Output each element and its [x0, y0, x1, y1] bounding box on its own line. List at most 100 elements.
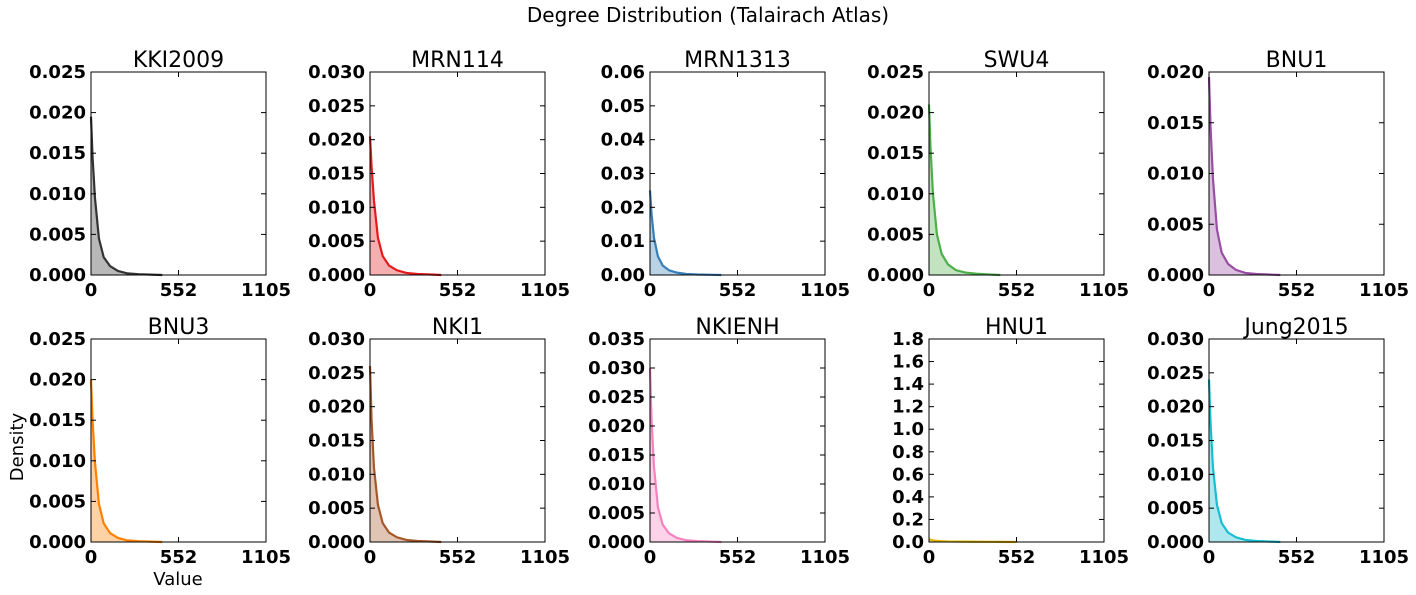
- density-band-kki2009: [91, 116, 163, 275]
- y-tick-label: 0.000: [29, 532, 86, 553]
- y-tick-label: 0.0: [892, 532, 924, 553]
- x-tick-label: 552: [998, 280, 1036, 301]
- x-axis-label: Value: [153, 569, 202, 590]
- density-line-bnu3: [89, 379, 163, 544]
- y-tick-label: 0.010: [588, 474, 645, 495]
- panel-bnu1: 0.000 0.005 0.010 0.015 0.020 0 552 1105 BNU1: [1147, 48, 1409, 301]
- density-line-kki2009: [89, 116, 163, 277]
- x-tick-label: 1105: [520, 280, 570, 301]
- y-tick-label: 0.015: [867, 143, 924, 164]
- x-tick-label: 1105: [1359, 280, 1409, 301]
- panel-swu4: 0.000 0.005 0.010 0.015 0.020 0.025 0 552 1105 SW…: [867, 48, 1129, 301]
- y-tick-label: 0.020: [29, 103, 86, 124]
- x-tick-label: 552: [719, 280, 757, 301]
- y-tick-label: 1.8: [892, 329, 924, 350]
- panel-title: NKI1: [432, 315, 483, 340]
- y-tick-label: 0.005: [867, 224, 924, 245]
- y-tick-label: 0.010: [308, 197, 365, 218]
- y-tick-label: 0.010: [308, 464, 365, 485]
- x-tick-label: 552: [439, 547, 477, 568]
- x-tick-label: 1105: [1079, 280, 1129, 301]
- y-tick-label: 0.020: [308, 130, 365, 151]
- panel-jung2015: 0.000 0.005 0.010 0.015 0.020 0.025 0.030 0 552 1…: [1147, 315, 1409, 568]
- density-band-nki1: [370, 366, 442, 542]
- y-tick-label: 0.000: [29, 265, 86, 286]
- density-line-mrn114: [368, 136, 442, 277]
- y-tick-label: 0.6: [892, 464, 924, 485]
- y-tick-label: 0.020: [308, 397, 365, 418]
- y-tick-label: 0.010: [1147, 164, 1204, 185]
- density-line-bnu1: [1207, 77, 1281, 277]
- x-tick-label: 552: [1278, 547, 1316, 568]
- panel-title: Jung2015: [1242, 315, 1348, 340]
- y-tick-label: 0.015: [1147, 431, 1204, 452]
- y-tick-label: 0.01: [601, 231, 645, 252]
- y-tick-label: 0.05: [601, 96, 645, 117]
- x-tick-label: 0: [85, 280, 98, 301]
- y-tick-label: 0.015: [1147, 113, 1204, 134]
- panel-title: MRN1313: [684, 48, 791, 73]
- density-band-nkienh: [650, 368, 722, 542]
- panel-hnu1: 0.00.20.40.60.81.01.21.41.61.8 0 552 1105 HN…: [892, 315, 1129, 568]
- plot-frame-mrn1313: [649, 71, 826, 276]
- y-tick-label: 1.6: [892, 352, 924, 373]
- x-tick-label: 552: [439, 280, 477, 301]
- y-axis-label: Density: [7, 412, 28, 481]
- density-band-bnu1: [1209, 77, 1281, 275]
- plot-frame-jung2015: [1208, 338, 1385, 543]
- plot-frame-swu4: [928, 71, 1105, 276]
- density-band-swu4: [929, 104, 1001, 275]
- y-tick-label: 0.000: [588, 532, 645, 553]
- density-band-bnu3: [91, 379, 163, 542]
- panel-mrn114: 0.000 0.005 0.010 0.015 0.020 0.025 0.030 0 552 1…: [308, 48, 570, 301]
- x-tick-label: 1105: [241, 547, 291, 568]
- y-tick-label: 0.030: [1147, 329, 1204, 350]
- y-tick-label: 0.4: [892, 487, 924, 508]
- y-tick-label: 1.2: [892, 397, 924, 418]
- y-tick-label: 0.015: [308, 431, 365, 452]
- y-tick-label: 0.020: [1147, 62, 1204, 83]
- x-tick-label: 0: [923, 547, 936, 568]
- x-tick-label: 552: [160, 547, 198, 568]
- y-tick-label: 0.025: [867, 62, 924, 83]
- y-tick-label: 0.025: [29, 62, 86, 83]
- y-tick-label: 0.06: [601, 62, 645, 83]
- y-tick-label: 0.020: [1147, 397, 1204, 418]
- y-tick-label: 0.005: [1147, 498, 1204, 519]
- density-line-swu4: [927, 104, 1001, 277]
- y-tick-label: 0.030: [588, 358, 645, 379]
- panel-title: HNU1: [985, 315, 1048, 340]
- y-tick-label: 0.005: [308, 231, 365, 252]
- density-band-jung2015: [1209, 379, 1281, 542]
- density-line-mrn1313: [648, 190, 722, 277]
- panel-title: NKIENH: [695, 315, 779, 340]
- x-tick-label: 552: [1278, 280, 1316, 301]
- plot-frame-kki2009: [90, 71, 267, 276]
- panel-title: KKI2009: [133, 48, 224, 73]
- figure-title: Degree Distribution (Talairach Atlas): [527, 3, 889, 27]
- y-tick-label: 0.015: [29, 143, 86, 164]
- density-line-nkienh: [648, 367, 722, 544]
- panel-title: SWU4: [984, 48, 1050, 73]
- x-tick-label: 1105: [800, 547, 850, 568]
- plot-frame-nkienh: [649, 338, 826, 543]
- y-tick-label: 0.015: [588, 445, 645, 466]
- x-tick-label: 0: [644, 547, 657, 568]
- x-tick-label: 1105: [800, 280, 850, 301]
- y-tick-label: 0.03: [601, 164, 645, 185]
- y-tick-label: 0.010: [1147, 464, 1204, 485]
- panel-bnu3: 0.000 0.005 0.010 0.015 0.020 0.025 0 552 1105 BN…: [29, 315, 291, 568]
- y-tick-label: 0.025: [29, 329, 86, 350]
- y-tick-label: 0.2: [892, 509, 924, 530]
- y-tick-label: 0.005: [1147, 214, 1204, 235]
- y-tick-label: 0.005: [29, 224, 86, 245]
- x-tick-label: 0: [923, 280, 936, 301]
- x-tick-label: 0: [364, 547, 377, 568]
- x-tick-label: 0: [1203, 280, 1216, 301]
- x-tick-label: 1105: [241, 280, 291, 301]
- x-tick-label: 552: [998, 547, 1036, 568]
- plot-frame-hnu1: [928, 338, 1105, 543]
- panel-title: MRN114: [411, 48, 504, 73]
- density-line-nki1: [368, 366, 442, 544]
